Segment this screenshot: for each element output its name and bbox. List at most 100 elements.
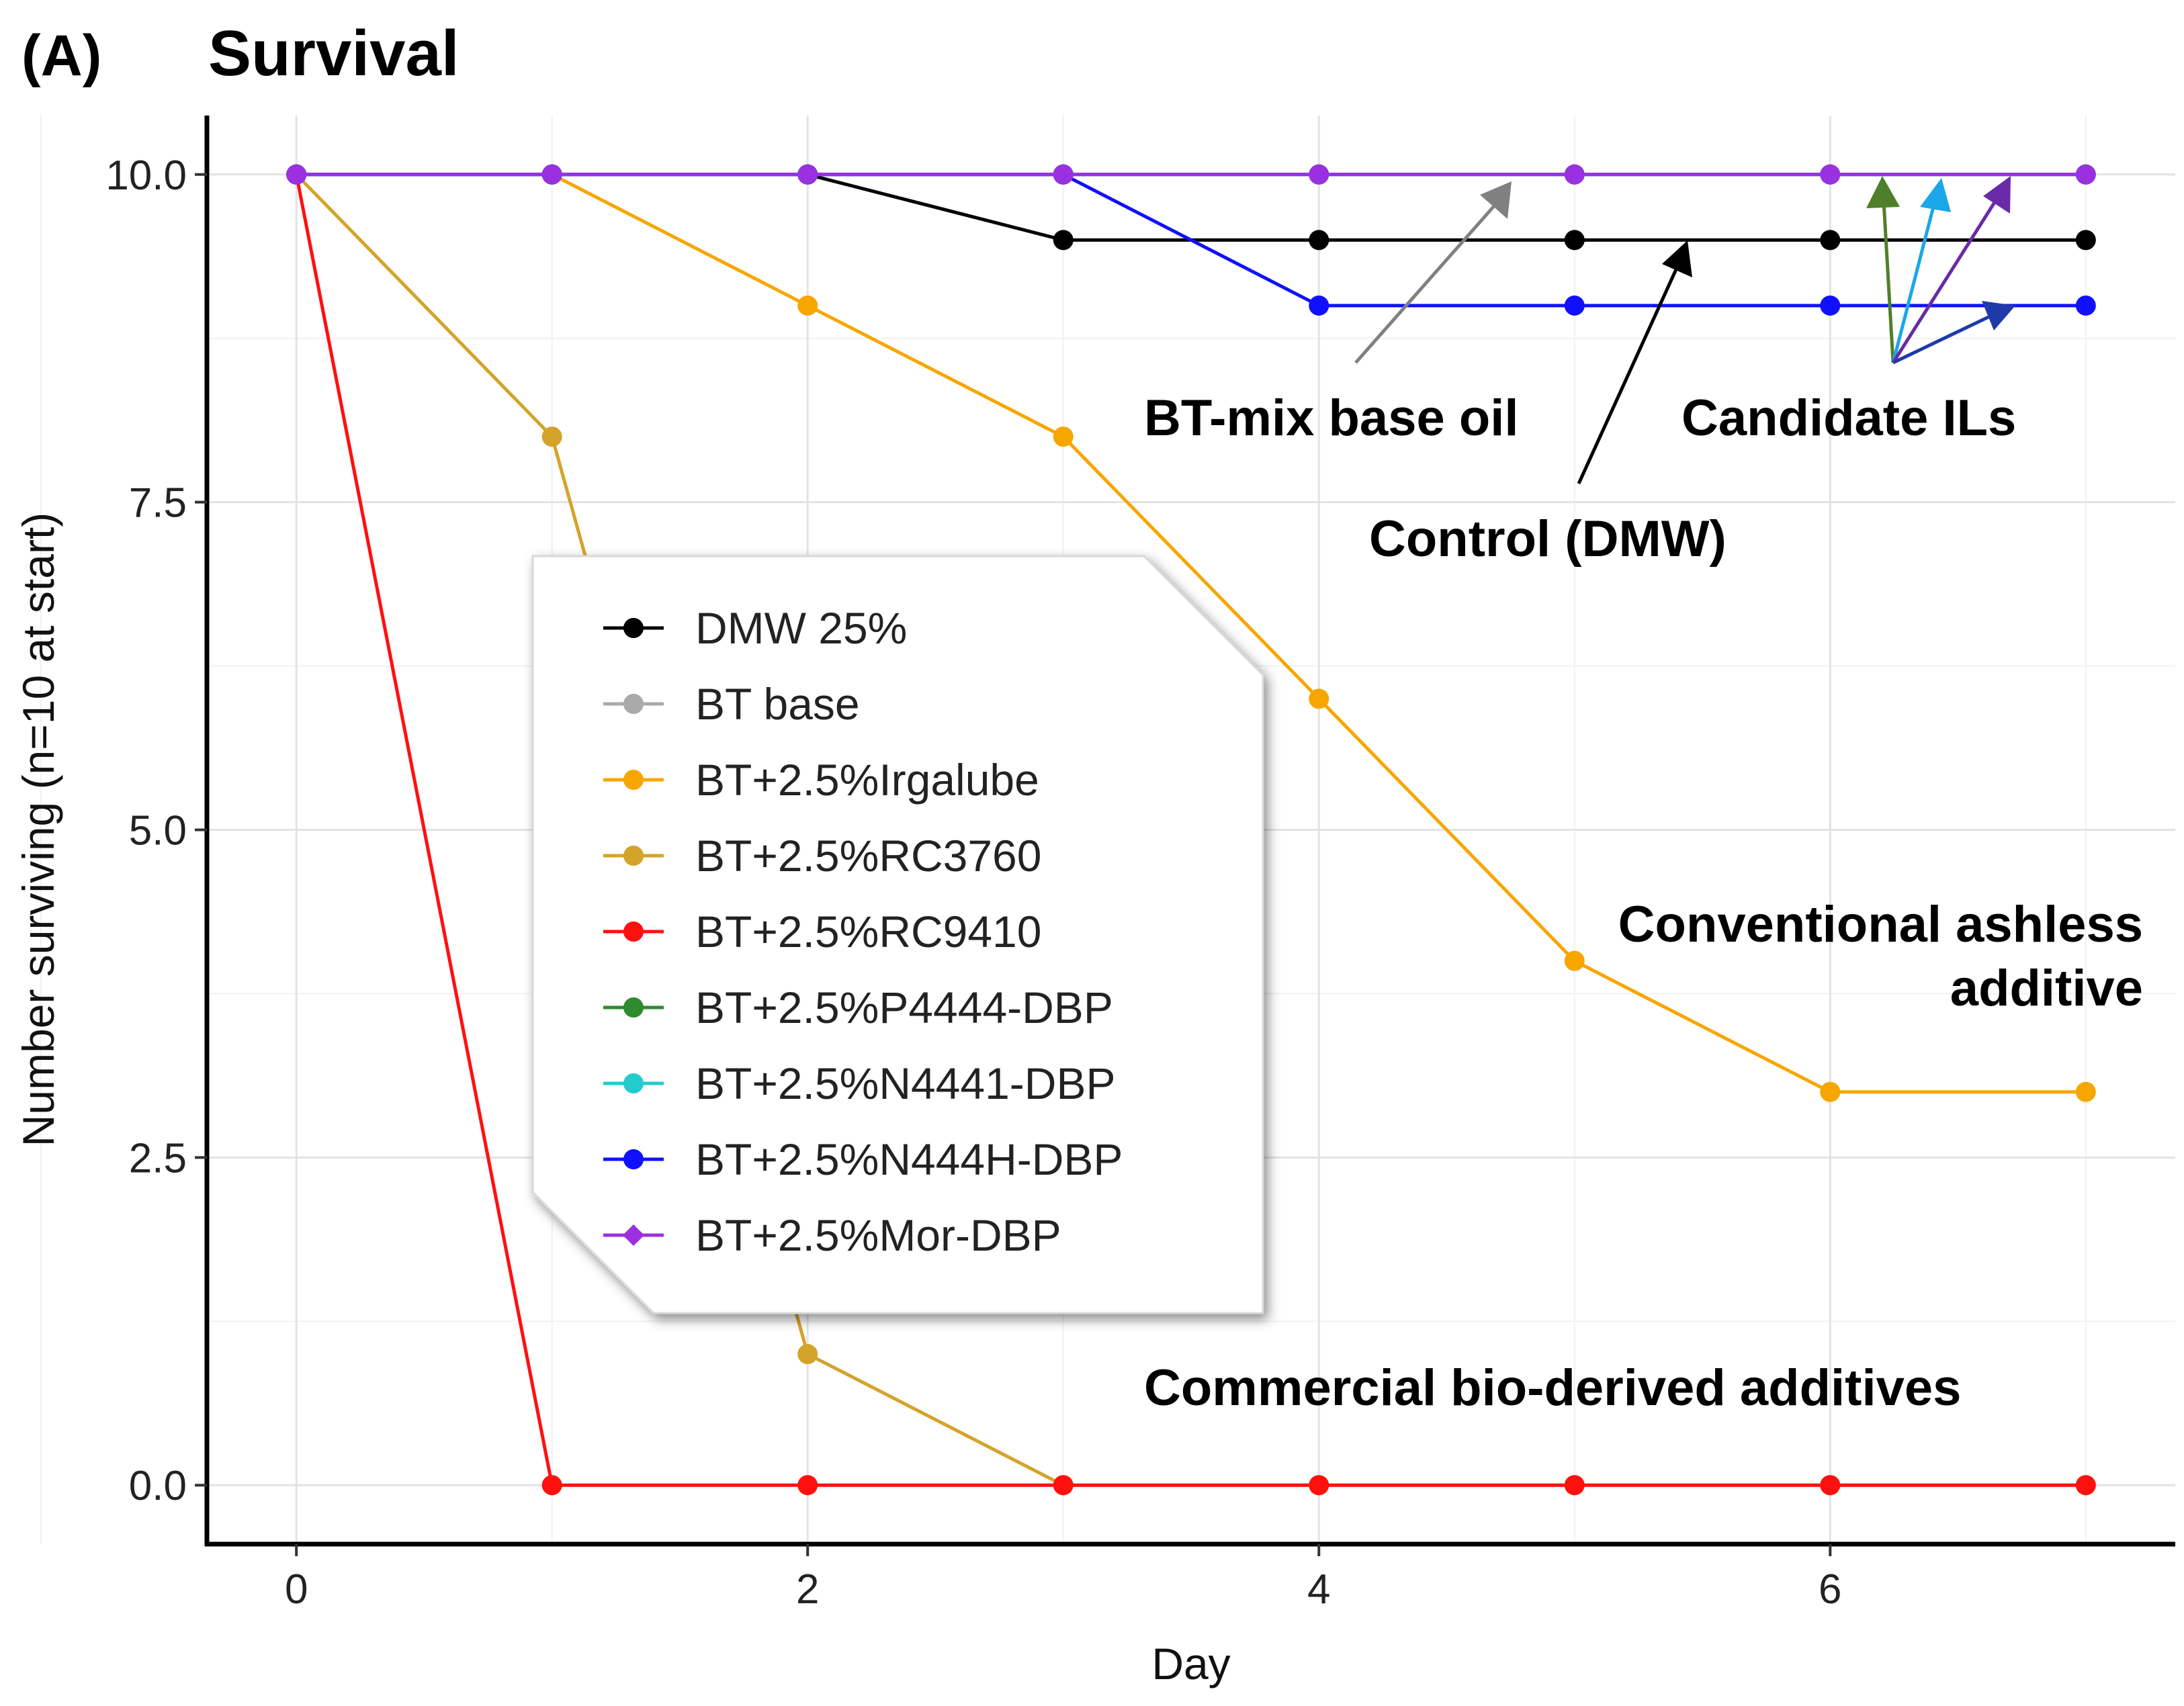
point-bt-2-5-irgalube	[797, 295, 818, 316]
point-dmw-25	[1309, 230, 1329, 251]
x-axis-ticks: 0 2 4 6	[285, 1544, 1842, 1613]
point-bt-2-5-rc9410	[1053, 1475, 1074, 1496]
point-bt-2-5-n444h-dbp	[1564, 295, 1585, 316]
legend-item-bt-2-5-mor-dbp: BT+2.5%Mor-DBP	[603, 1210, 1061, 1260]
annotation-commercial: Commercial bio-derived additives	[1144, 1359, 1961, 1417]
point-bt-2-5-mor-dbp	[286, 164, 307, 185]
base-oil-arrowhead	[1480, 181, 1512, 219]
candidate-arrow-blue	[1892, 315, 1990, 365]
point-bt-2-5-rc9410	[541, 1475, 562, 1496]
candidate-arrow-cyan	[1891, 201, 1937, 363]
legend-item-bt-2-5-p4444-dbp: BT+2.5%P4444-DBP	[603, 983, 1113, 1032]
candidate-arrowhead-blue	[1982, 301, 2015, 330]
point-bt-2-5-n444h-dbp	[1309, 295, 1329, 316]
x-tick-label: 6	[1819, 1566, 1841, 1613]
x-tick-label: 0	[285, 1566, 308, 1613]
annotation-conventional-line2: additive	[1950, 960, 2143, 1017]
legend-label: BT+2.5%N444H-DBP	[695, 1134, 1123, 1184]
series-line-bt-2-5-rc9410	[294, 174, 2086, 1487]
y-tick-label: 2.5	[129, 1135, 187, 1181]
legend-item-bt-2-5-rc3760: BT+2.5%RC3760	[603, 831, 1041, 881]
control-arrow	[1577, 261, 1681, 485]
point-bt-2-5-rc3760	[541, 426, 562, 447]
point-bt-2-5-n444h-dbp	[2075, 295, 2096, 316]
legend-label: BT+2.5%Mor-DBP	[695, 1210, 1061, 1260]
point-dmw-25	[1053, 230, 1074, 251]
point-bt-2-5-rc9410	[2075, 1475, 2096, 1496]
point-dmw-25	[2075, 230, 2096, 251]
legend-box	[531, 555, 1264, 1314]
point-bt-2-5-mor-dbp	[1564, 164, 1585, 185]
legend-item-bt-base: BT base	[603, 679, 860, 729]
point-dmw-25	[1564, 230, 1585, 251]
legend-swatch-marker	[623, 618, 644, 638]
point-bt-2-5-mor-dbp	[541, 164, 562, 185]
legend-item-bt-2-5-n444h-dbp: BT+2.5%N444H-DBP	[603, 1134, 1123, 1184]
legend-label: BT+2.5%RC3760	[695, 831, 1041, 881]
chart-title: Survival	[208, 17, 460, 89]
y-tick-label: 5.0	[129, 808, 187, 854]
y-axis-ticks: 0.0 2.5 5.0 7.5 10.0	[105, 152, 207, 1509]
legend-swatch-marker	[623, 922, 644, 942]
point-bt-2-5-rc9410	[797, 1475, 818, 1496]
candidate-arrow-purple	[1891, 197, 1999, 364]
annotation-base-oil: BT-mix base oil	[1144, 390, 1519, 447]
legend-label: DMW 25%	[695, 603, 907, 653]
point-bt-2-5-rc9410	[1820, 1475, 1841, 1496]
legend-label: BT+2.5%Irgalube	[695, 755, 1039, 805]
point-bt-2-5-irgalube	[1564, 950, 1585, 971]
series-points	[286, 164, 2096, 1496]
legend-swatch-marker	[623, 770, 644, 790]
point-bt-2-5-mor-dbp	[2075, 164, 2096, 185]
annotation-conventional-line1: Conventional ashless	[1618, 896, 2143, 953]
point-bt-2-5-n444h-dbp	[1820, 295, 1841, 316]
point-bt-2-5-mor-dbp	[797, 164, 818, 185]
point-bt-2-5-irgalube	[2075, 1081, 2096, 1102]
legend-swatch-marker	[623, 694, 644, 714]
x-tick-label: 2	[796, 1566, 819, 1613]
candidate-arrow-green	[1882, 201, 1895, 363]
series-line-bt-2-5-irgalube	[296, 173, 2086, 1094]
candidate-arrowhead-cyan	[1920, 178, 1951, 212]
y-axis-label: Number surviving (n=10 at start)	[13, 512, 63, 1147]
legend-label: BT+2.5%RC9410	[695, 907, 1041, 956]
annotation-arrows	[1354, 176, 2015, 485]
x-tick-label: 4	[1307, 1566, 1330, 1613]
legend-swatch-marker	[623, 1149, 644, 1169]
annotation-control: Control (DMW)	[1369, 510, 1727, 568]
point-bt-2-5-rc9410	[1309, 1475, 1329, 1496]
legend-label: BT base	[695, 679, 860, 729]
legend-swatch-marker	[623, 846, 644, 866]
control-arrowhead	[1662, 240, 1692, 277]
legend: DMW 25% BT base BT+2.5%Irgalube BT+2.5%RC37…	[531, 555, 1264, 1314]
legend-label: BT+2.5%P4444-DBP	[695, 983, 1113, 1032]
candidate-arrowhead-purple	[1983, 176, 2011, 214]
candidate-arrowhead-green	[1866, 176, 1900, 208]
point-bt-2-5-rc3760	[797, 1344, 818, 1365]
point-bt-2-5-rc9410	[1564, 1475, 1585, 1496]
point-bt-2-5-irgalube	[1309, 688, 1329, 709]
point-bt-2-5-mor-dbp	[1053, 164, 1074, 185]
legend-swatch-marker	[623, 1224, 644, 1246]
annotation-candidate-ils: Candidate ILs	[1681, 390, 2016, 447]
legend-item-bt-2-5-rc9410: BT+2.5%RC9410	[603, 907, 1041, 956]
legend-swatch-marker	[623, 1073, 644, 1093]
point-bt-2-5-mor-dbp	[1820, 164, 1841, 185]
y-tick-label: 7.5	[129, 480, 187, 527]
y-tick-label: 10.0	[105, 152, 187, 199]
y-tick-label: 0.0	[129, 1463, 187, 1509]
legend-item-bt-2-5-n4441-dbp: BT+2.5%N4441-DBP	[603, 1059, 1116, 1108]
legend-items: DMW 25% BT base BT+2.5%Irgalube BT+2.5%RC37…	[603, 603, 1123, 1260]
legend-item-dmw-25: DMW 25%	[603, 603, 907, 653]
panel-label: (A)	[21, 24, 101, 88]
point-bt-2-5-irgalube	[1820, 1081, 1841, 1102]
point-dmw-25	[1820, 230, 1841, 251]
legend-item-bt-2-5-irgalube: BT+2.5%Irgalube	[603, 755, 1039, 805]
legend-swatch-marker	[623, 997, 644, 1018]
x-axis-label: Day	[1151, 1639, 1230, 1689]
legend-label: BT+2.5%N4441-DBP	[695, 1059, 1116, 1108]
point-bt-2-5-mor-dbp	[1309, 164, 1329, 185]
base-oil-arrow	[1354, 200, 1499, 364]
point-bt-2-5-irgalube	[1053, 426, 1074, 447]
